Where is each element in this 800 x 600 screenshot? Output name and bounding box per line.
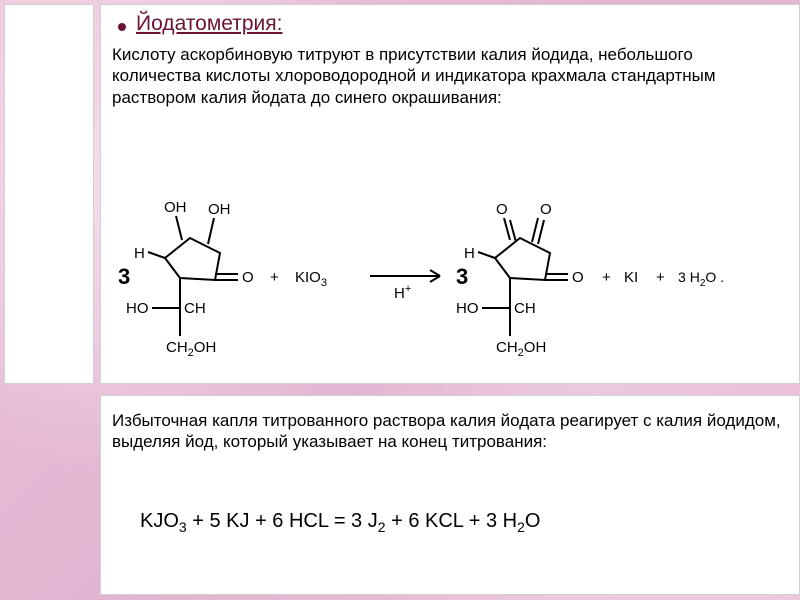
lbl-o1: O xyxy=(242,269,254,286)
lbl-oh2: OH xyxy=(208,201,231,218)
lbl-h2: H xyxy=(464,245,475,262)
paragraph-1: Кислоту аскорбиновую титруют в присутств… xyxy=(112,44,782,108)
svg-text:CH2OH: CH2OH xyxy=(496,339,546,359)
lbl-h1: H xyxy=(134,245,145,262)
lbl-o2: O xyxy=(496,201,508,218)
stoich-left: 3 xyxy=(118,264,130,289)
plus-1: + xyxy=(270,269,279,286)
panel-side xyxy=(4,4,94,384)
bullet-icon xyxy=(118,23,126,31)
product-ki: KI xyxy=(624,269,638,286)
section-title: Йодатометрия: xyxy=(136,12,283,36)
plus-2: + xyxy=(602,269,611,286)
svg-text:3 H2O .: 3 H2O . xyxy=(678,269,724,289)
svg-text:KIO3: KIO3 xyxy=(295,269,327,289)
lbl-ho2: HO xyxy=(456,300,479,317)
plus-3: + xyxy=(656,269,665,286)
svg-text:H+: H+ xyxy=(394,283,411,302)
paragraph-2: Избыточная капля титрованного раствора к… xyxy=(112,410,782,453)
lbl-ho1: HO xyxy=(126,300,149,317)
lbl-o3: O xyxy=(540,201,552,218)
reaction-scheme: OH OH H O HO CH CH2OH 3 + KIO3 H+ 3 O O … xyxy=(110,168,790,368)
lbl-ch2: CH xyxy=(514,300,536,317)
stoich-right: 3 xyxy=(456,264,468,289)
lbl-oh1: OH xyxy=(164,199,187,216)
lbl-o4: O xyxy=(572,269,584,286)
lbl-ch1: CH xyxy=(184,300,206,317)
svg-text:CH2OH: CH2OH xyxy=(166,339,216,359)
final-equation: KJO3 + 5 KJ + 6 HCL = 3 J2 + 6 KCL + 3 H… xyxy=(140,510,540,535)
